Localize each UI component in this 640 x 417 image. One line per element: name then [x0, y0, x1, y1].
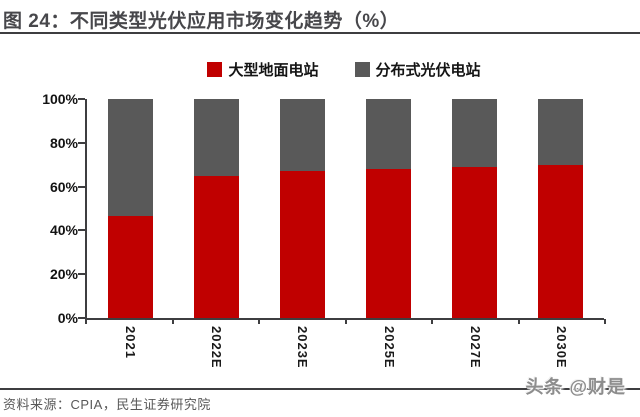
stacked-bar-2030E	[538, 99, 584, 318]
y-axis-tick-label: 40%	[49, 222, 78, 239]
watermark: 头条 @财是	[525, 377, 626, 397]
x-axis-tick-label-2023E: 2023E	[295, 326, 311, 369]
y-axis-tick	[78, 141, 85, 144]
bar-segment-大型地面电站-2022E	[193, 175, 239, 318]
bar-segment-大型地面电站-2023E	[279, 171, 325, 318]
x-axis-tick	[258, 319, 260, 324]
legend-label-distributed: 分布式光伏电站	[375, 62, 481, 79]
stacked-bar-2025E	[366, 99, 412, 318]
stacked-bar-2027E	[452, 99, 498, 318]
x-axis-tick-label-2025E: 2025E	[381, 326, 397, 369]
legend-item-distributed: 分布式光伏电站	[354, 59, 481, 80]
x-axis-tick	[344, 319, 347, 324]
bar-segment-大型地面电站-2030E	[538, 164, 584, 318]
source-note: 资料来源：CPIA，民生证券研究院	[3, 397, 211, 412]
y-axis-tick-label: 60%	[49, 178, 78, 195]
y-axis-tick-label: 0%	[57, 310, 78, 326]
x-axis-tick	[431, 319, 433, 324]
legend-item-ground: 大型地面电站	[207, 59, 319, 80]
stacked-bar-2023E	[279, 99, 325, 318]
legend-label-ground: 大型地面电站	[228, 62, 319, 79]
bar-segment-分布式光伏电站-2030E	[538, 99, 584, 165]
stacked-bar-2022E	[193, 99, 239, 318]
y-axis-tick	[78, 317, 85, 319]
y-axis-tick-label: 80%	[49, 134, 78, 151]
y-axis-tick	[78, 98, 85, 100]
source-divider	[0, 388, 640, 390]
title-divider	[0, 32, 640, 34]
x-axis-tick-label-2030E: 2030E	[553, 326, 569, 369]
x-axis-tick	[517, 319, 520, 324]
bar-segment-分布式光伏电站-2023E	[279, 99, 325, 172]
y-axis-tick	[78, 229, 85, 232]
bar-segment-大型地面电站-2021	[107, 215, 153, 318]
legend-swatch-distributed	[354, 62, 370, 77]
bar-segment-大型地面电站-2027E	[452, 166, 498, 318]
bar-segment-分布式光伏电站-2025E	[366, 99, 412, 170]
x-axis-tick	[85, 319, 87, 324]
x-axis-tick	[604, 319, 606, 324]
stacked-bar-2021	[107, 99, 153, 318]
figure-title: 图 24：不同类型光伏应用市场变化趋势（%）	[3, 11, 400, 32]
x-axis-tick	[171, 319, 174, 324]
plot-area	[85, 99, 604, 320]
legend-swatch-ground	[207, 62, 223, 77]
y-axis-tick	[78, 185, 85, 188]
chart-legend: 大型地面电站 分布式光伏电站	[0, 59, 640, 80]
y-axis-tick-label: 20%	[49, 266, 78, 283]
bar-segment-大型地面电站-2025E	[366, 169, 412, 318]
x-axis-tick-label-2021: 2021	[123, 326, 139, 359]
bar-segment-分布式光伏电站-2027E	[452, 99, 498, 167]
x-axis-tick-label-2027E: 2027E	[467, 326, 483, 369]
bar-segment-分布式光伏电站-2021	[107, 99, 153, 216]
y-axis-tick	[78, 273, 85, 276]
bar-segment-分布式光伏电站-2022E	[193, 99, 239, 176]
y-axis-tick-label: 100%	[42, 91, 78, 107]
x-axis-tick-label-2022E: 2022E	[209, 326, 225, 369]
